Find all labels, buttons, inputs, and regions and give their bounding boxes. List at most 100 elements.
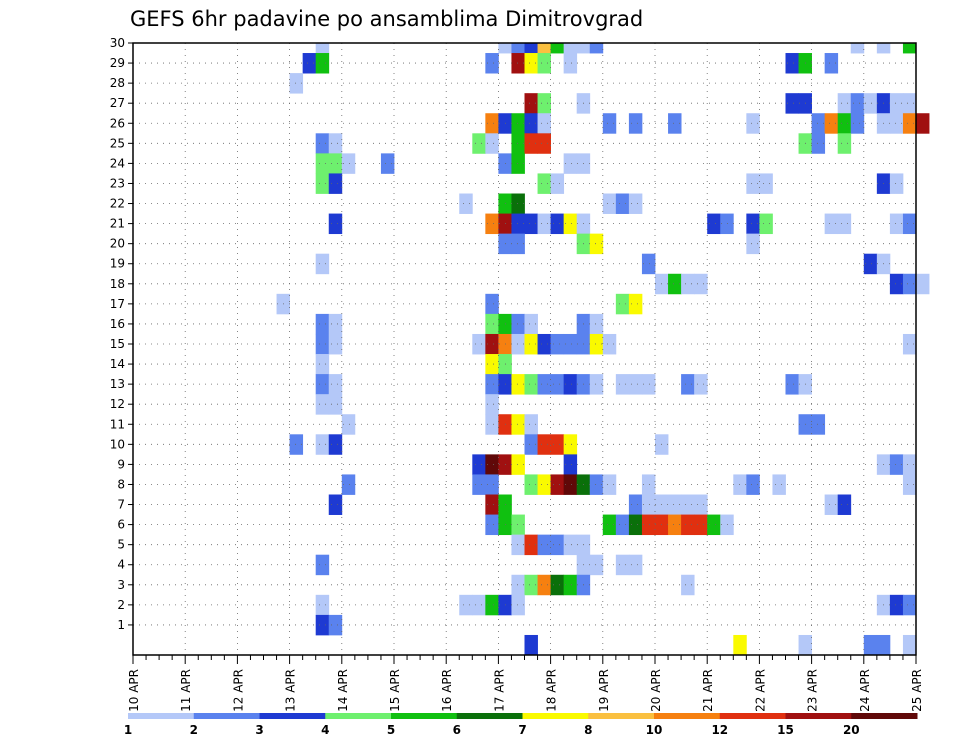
precip-cell bbox=[681, 574, 695, 596]
precip-cell bbox=[798, 634, 812, 656]
y-tick-label: 15 bbox=[110, 337, 125, 351]
precip-cell bbox=[733, 474, 747, 495]
precip-cell bbox=[485, 53, 499, 74]
precip-cell bbox=[889, 594, 904, 616]
precip-cell bbox=[824, 113, 839, 134]
precip-cell bbox=[681, 374, 695, 395]
precip-cell bbox=[563, 43, 578, 54]
precip-cell bbox=[328, 313, 343, 335]
x-tick-label: 17 APR bbox=[492, 669, 506, 712]
y-tick-label: 23 bbox=[110, 176, 125, 190]
precip-cell bbox=[746, 173, 760, 194]
colorbar: 1 2 3 4 5 6 7 8 10 12 15 20 bbox=[124, 713, 918, 737]
y-tick-label: 10 bbox=[110, 437, 125, 451]
precip-cell bbox=[315, 53, 330, 74]
precip-cell bbox=[485, 414, 499, 435]
y-tick-label: 26 bbox=[110, 116, 125, 130]
precip-cell bbox=[681, 494, 695, 515]
y-tick-label: 29 bbox=[110, 56, 125, 70]
y-tick-label: 13 bbox=[110, 377, 125, 391]
precip-cell bbox=[524, 133, 538, 154]
precip-cell bbox=[576, 43, 591, 54]
colorbar-swatch bbox=[391, 713, 458, 719]
chart-title: GEFS 6hr padavine po ansamblima Dimitrov… bbox=[130, 7, 643, 31]
precip-cell bbox=[615, 514, 630, 536]
precip-cell bbox=[824, 494, 839, 515]
precip-cell bbox=[537, 173, 551, 194]
y-tick-label: 17 bbox=[110, 297, 125, 311]
precip-cell bbox=[485, 374, 499, 395]
precip-cell bbox=[746, 233, 760, 255]
precip-cell bbox=[824, 213, 839, 235]
precip-cell bbox=[524, 374, 538, 395]
precip-cell bbox=[380, 153, 395, 174]
precip-cell bbox=[681, 273, 695, 295]
precip-cell bbox=[537, 474, 551, 495]
precip-cell bbox=[328, 153, 343, 174]
precip-cell bbox=[328, 614, 343, 636]
colorbar-label: 15 bbox=[777, 723, 794, 737]
precip-cell bbox=[315, 313, 330, 335]
precip-cell bbox=[511, 43, 525, 54]
precip-cell bbox=[563, 434, 578, 455]
precip-cell bbox=[315, 354, 330, 375]
precip-cell bbox=[602, 474, 617, 495]
precip-cell bbox=[589, 43, 604, 54]
precip-cell bbox=[511, 414, 525, 435]
precip-cell bbox=[889, 454, 904, 475]
precip-cell bbox=[916, 273, 930, 295]
precip-cell bbox=[785, 374, 799, 395]
precip-cell bbox=[641, 514, 656, 536]
precip-cell bbox=[668, 273, 682, 295]
y-tick-label: 11 bbox=[110, 417, 125, 431]
precip-cell bbox=[876, 634, 891, 656]
precip-cell bbox=[563, 333, 578, 355]
precip-cell bbox=[315, 43, 330, 54]
precip-cell bbox=[589, 554, 604, 576]
precip-cell bbox=[863, 634, 878, 656]
x-tick-label: 13 APR bbox=[284, 669, 298, 712]
precip-cell bbox=[615, 193, 630, 214]
precip-cell bbox=[746, 474, 760, 495]
y-tick-label: 3 bbox=[117, 578, 125, 592]
precip-cell bbox=[289, 73, 304, 94]
precip-cell bbox=[537, 213, 551, 235]
precip-cell bbox=[524, 534, 538, 556]
precip-cell bbox=[694, 273, 708, 295]
precip-cell bbox=[315, 173, 330, 194]
precip-cell bbox=[759, 173, 773, 194]
precip-cell bbox=[511, 534, 525, 556]
precip-cell bbox=[641, 474, 656, 495]
precip-cell bbox=[876, 43, 891, 54]
precip-cell bbox=[889, 173, 904, 194]
precip-cell bbox=[537, 113, 551, 134]
precip-cell bbox=[511, 233, 525, 255]
precip-cell bbox=[315, 594, 330, 616]
precip-cell bbox=[668, 113, 682, 134]
colorbar-swatch bbox=[522, 713, 589, 719]
precip-cell bbox=[485, 293, 499, 315]
precip-cell bbox=[811, 113, 826, 134]
precip-cell bbox=[511, 153, 525, 174]
precip-cell bbox=[563, 53, 578, 74]
precip-cell bbox=[902, 273, 917, 295]
precip-cell bbox=[341, 414, 356, 435]
y-tick-label: 30 bbox=[110, 36, 125, 50]
precip-cell bbox=[733, 634, 747, 656]
precip-cell bbox=[524, 113, 538, 134]
precip-cell bbox=[720, 213, 734, 235]
precip-cell bbox=[485, 133, 499, 154]
colorbar-label: 2 bbox=[190, 723, 198, 737]
x-tick-label: 16 APR bbox=[440, 669, 454, 712]
colorbar-label: 4 bbox=[321, 723, 329, 737]
precip-cell bbox=[302, 53, 317, 74]
precip-cell bbox=[902, 634, 917, 656]
precip-cell bbox=[902, 113, 917, 134]
precip-cell bbox=[628, 374, 643, 395]
precip-cell bbox=[511, 133, 525, 154]
y-tick-label: 20 bbox=[110, 237, 125, 251]
colorbar-label: 10 bbox=[646, 723, 663, 737]
precip-cell bbox=[524, 333, 538, 355]
precip-cell bbox=[902, 454, 917, 475]
